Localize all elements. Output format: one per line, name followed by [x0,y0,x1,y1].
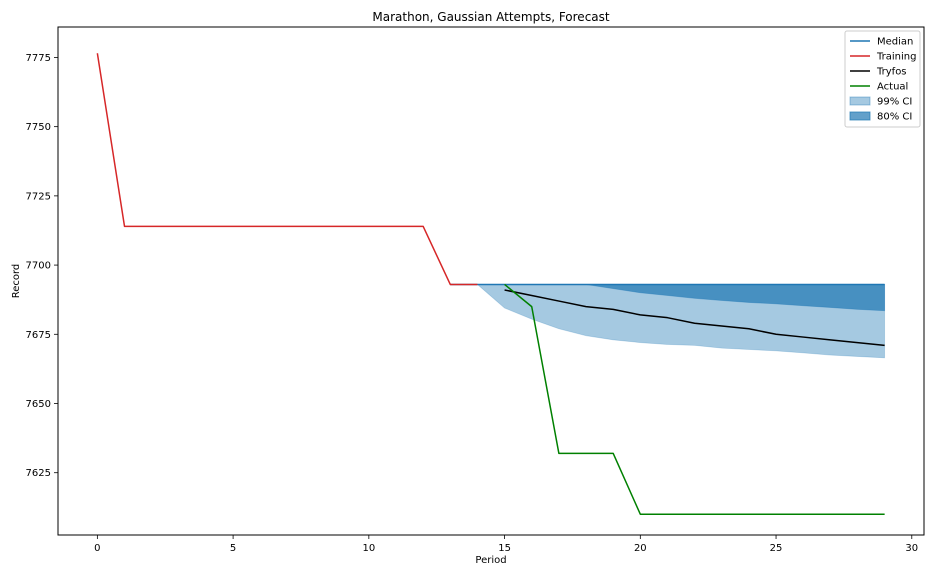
x-tick-label: 0 [94,543,100,554]
x-tick-label: 30 [905,543,918,554]
x-tick-label: 10 [362,543,375,554]
y-tick-label: 7650 [26,399,51,410]
chart-title: Marathon, Gaussian Attempts, Forecast [372,10,610,24]
y-tick-label: 7625 [26,468,51,479]
legend: Median Training Tryfos Actual 99% CI 80% CI [844,30,921,128]
legend-swatch-99-ci [849,96,871,106]
legend-label-training: Training [876,52,916,63]
x-tick-label: 5 [230,543,236,554]
y-axis-label: Record [11,264,22,299]
series-line-tryfos [504,289,885,347]
x-tick-label: 15 [498,543,511,554]
axes-frame [57,26,925,536]
legend-box [844,30,921,128]
axes: 0 5 10 15 20 25 30 7625 7650 7675 7700 7725 7750 7775 [26,53,919,554]
legend-label-actual: Actual [877,82,908,93]
y-tick-label: 7775 [26,53,51,64]
legend-label-median: Median [877,37,913,48]
y-tick-label: 7675 [26,330,51,341]
legend-swatch-80-ci [849,111,871,121]
y-tick-label: 7700 [26,261,51,272]
legend-label-80-ci: 80% CI [877,112,912,123]
x-tick-label: 25 [770,543,783,554]
plot-area [96,53,886,515]
series-line-training [96,53,478,286]
y-tick-label: 7725 [26,191,51,202]
series-line-actual [504,283,885,515]
x-tick-label: 20 [634,543,647,554]
y-tick-label: 7750 [26,122,51,133]
legend-label-tryfos: Tryfos [876,67,907,78]
x-axis-label: Period [475,555,506,566]
legend-label-99-ci: 99% CI [877,97,912,108]
